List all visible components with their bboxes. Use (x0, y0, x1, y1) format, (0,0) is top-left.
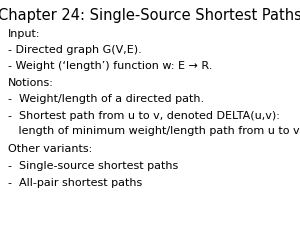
Text: - Weight (‘length’) function w: E → R.: - Weight (‘length’) function w: E → R. (8, 61, 212, 71)
Text: Input:: Input: (8, 29, 40, 39)
Text: Notions:: Notions: (8, 78, 53, 88)
Text: Chapter 24: Single-Source Shortest Paths: Chapter 24: Single-Source Shortest Paths (0, 8, 300, 23)
Text: -  Single-source shortest paths: - Single-source shortest paths (8, 161, 178, 171)
Text: - Directed graph G(V,E).: - Directed graph G(V,E). (8, 45, 141, 55)
Text: -  Shortest path from u to v, denoted DELTA(u,v):: - Shortest path from u to v, denoted DEL… (8, 111, 279, 121)
Text: -  All-pair shortest paths: - All-pair shortest paths (8, 178, 142, 188)
Text: -  Weight/length of a directed path.: - Weight/length of a directed path. (8, 94, 204, 104)
Text: length of minimum weight/length path from u to v.: length of minimum weight/length path fro… (8, 126, 300, 136)
Text: Other variants:: Other variants: (8, 144, 92, 153)
